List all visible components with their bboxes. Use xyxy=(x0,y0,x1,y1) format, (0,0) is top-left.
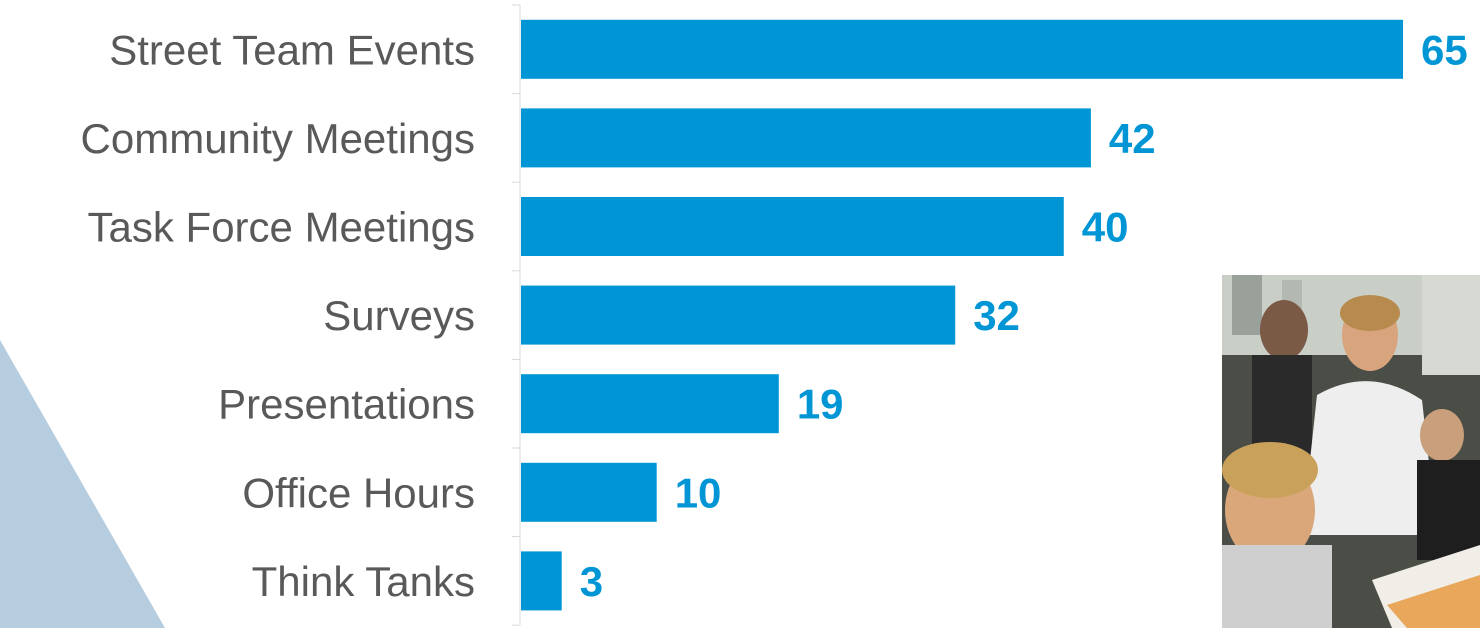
value-label: 3 xyxy=(580,558,603,605)
value-label: 40 xyxy=(1082,204,1129,251)
bar-think-tanks xyxy=(521,551,562,611)
value-label: 19 xyxy=(797,381,844,428)
event-photo xyxy=(1222,275,1480,628)
bar-street-team-events xyxy=(521,19,1403,79)
category-label: Presentations xyxy=(218,381,475,428)
decorative-triangle xyxy=(0,340,165,628)
category-label: Think Tanks xyxy=(252,558,475,605)
bar-community-meetings xyxy=(521,108,1091,168)
value-label: 42 xyxy=(1109,115,1156,162)
bar-office-hours xyxy=(521,462,657,522)
category-label: Surveys xyxy=(323,292,475,339)
value-label: 32 xyxy=(973,292,1020,339)
value-label: 65 xyxy=(1421,26,1468,73)
bar-surveys xyxy=(521,285,956,345)
category-label: Task Force Meetings xyxy=(88,204,475,251)
category-label: Community Meetings xyxy=(81,115,475,162)
category-label: Street Team Events xyxy=(109,26,475,73)
y-axis xyxy=(512,4,521,626)
value-label: 10 xyxy=(675,469,722,516)
value-labels: 65 42 40 32 19 10 3 xyxy=(580,26,1468,605)
category-label: Office Hours xyxy=(242,469,475,516)
bar-task-force-meetings xyxy=(521,197,1064,256)
bars xyxy=(521,19,1403,611)
bar-presentations xyxy=(521,374,779,434)
people-at-table-photo-icon xyxy=(1222,275,1480,628)
category-labels: Street Team Events Community Meetings Task… xyxy=(81,26,475,605)
